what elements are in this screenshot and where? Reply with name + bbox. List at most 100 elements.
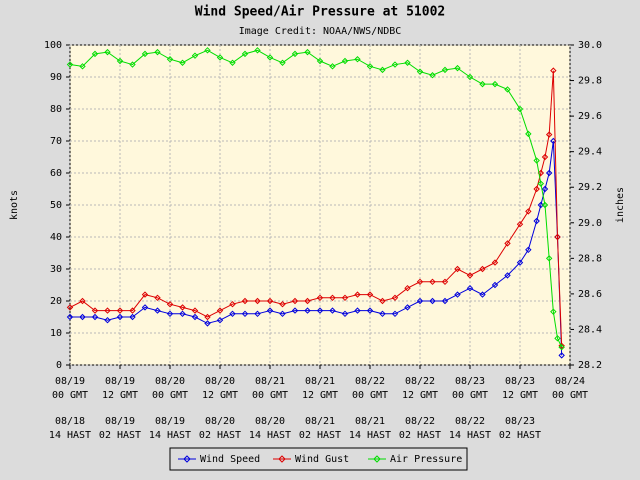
x-tick-label: 08/24 [555, 376, 585, 387]
y-tick-label: 90 [50, 72, 62, 83]
series-line [70, 140, 563, 356]
y-tick-label: 40 [50, 232, 62, 243]
point [533, 185, 540, 193]
point [404, 284, 411, 292]
point [316, 294, 324, 302]
x-tick-label-hast: 08/20 [255, 416, 285, 427]
point [329, 63, 336, 70]
series-line [69, 49, 563, 348]
x-tick-label-hast: 14 HAST [49, 430, 91, 441]
point [316, 57, 324, 65]
x-tick-label-hast: 02 HAST [399, 430, 441, 441]
legend-marker [183, 455, 191, 463]
point [254, 47, 261, 54]
point [241, 297, 249, 305]
point [545, 169, 553, 177]
point [404, 59, 411, 66]
x-tick-label: 12 GMT [302, 390, 338, 401]
point [533, 157, 540, 164]
point [558, 342, 565, 350]
x-tick-label: 00 GMT [552, 390, 588, 401]
point [454, 64, 461, 72]
point [454, 265, 461, 273]
x-tick-label-hast: 02 HAST [99, 430, 141, 441]
point [279, 300, 286, 308]
point [266, 54, 274, 61]
point [79, 63, 86, 70]
point [241, 310, 249, 318]
x-tick-label: 08/21 [255, 376, 285, 387]
point [550, 308, 557, 315]
point [541, 185, 549, 193]
point [491, 80, 499, 88]
point [525, 246, 532, 254]
point [379, 66, 386, 74]
point [541, 153, 549, 161]
point [204, 313, 211, 321]
point [254, 310, 261, 318]
point [341, 310, 349, 318]
point [441, 278, 449, 286]
point [179, 310, 186, 318]
point [229, 310, 236, 318]
x-tick-label-hast: 02 HAST [499, 430, 541, 441]
x-tick-label-hast: 14 HAST [449, 430, 491, 441]
point [166, 300, 174, 308]
x-tick-label: 08/23 [455, 376, 485, 387]
point [129, 61, 136, 68]
point [104, 316, 111, 324]
point [429, 278, 436, 286]
x-tick-label: 08/21 [305, 376, 335, 387]
y2-tick-label: 29.8 [578, 76, 602, 87]
point [454, 291, 461, 298]
point [141, 291, 149, 298]
point [429, 72, 436, 79]
y-tick-label: 50 [50, 200, 62, 211]
point [558, 352, 565, 359]
point [116, 57, 124, 65]
point [279, 59, 286, 66]
point [154, 307, 161, 314]
point [479, 80, 486, 88]
legend-label: Wind Speed [200, 454, 260, 465]
point [254, 297, 261, 305]
x-tick-label: 12 GMT [202, 390, 238, 401]
x-tick-label: 08/22 [405, 376, 435, 387]
point [191, 52, 199, 59]
point [291, 307, 299, 314]
point [558, 344, 565, 351]
point [116, 307, 124, 314]
x-tick-label: 00 GMT [452, 390, 488, 401]
point [291, 50, 299, 58]
x-tick-label: 08/20 [155, 376, 185, 387]
x-tick-label: 00 GMT [152, 390, 188, 401]
point [441, 66, 449, 74]
point [79, 297, 86, 305]
point [166, 56, 174, 63]
y-tick-label: 30 [50, 264, 62, 275]
point [516, 220, 524, 228]
point [229, 59, 236, 66]
point [537, 180, 545, 187]
point [554, 335, 561, 342]
point [391, 294, 399, 302]
point [66, 61, 74, 68]
point [491, 281, 499, 289]
point [329, 307, 336, 314]
point [379, 310, 386, 318]
x-tick-label: 08/19 [105, 376, 135, 387]
point [366, 291, 374, 298]
legend [169, 447, 468, 471]
y-tick-label: 80 [50, 104, 62, 115]
x-tick-label-hast: 02 HAST [299, 430, 341, 441]
point [141, 50, 149, 58]
point [216, 54, 224, 61]
y-tick-label: 100 [44, 40, 62, 51]
y-tick-label: 70 [50, 136, 62, 147]
point [545, 131, 553, 138]
point [466, 73, 474, 81]
x-tick-label-hast: 14 HAST [249, 430, 291, 441]
point [341, 57, 349, 65]
point [154, 294, 161, 302]
